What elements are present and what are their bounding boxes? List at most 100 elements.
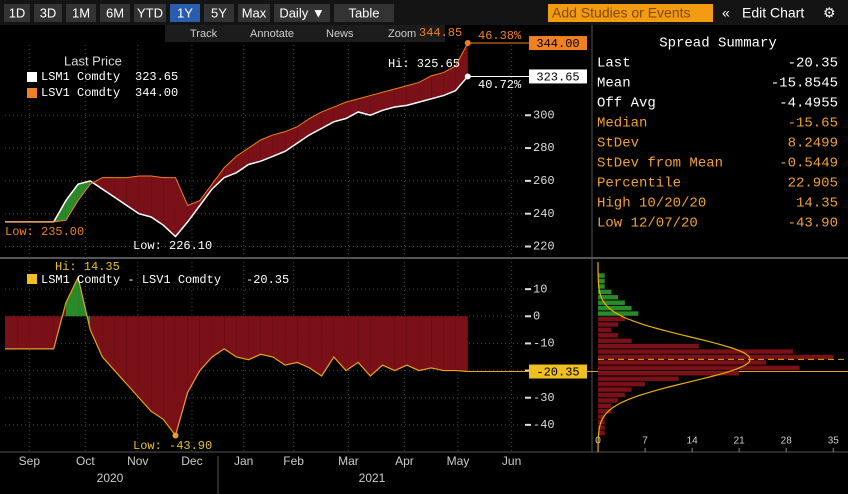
toolbar-button[interactable] xyxy=(134,4,166,22)
histogram-bar xyxy=(598,403,612,409)
spread-fill xyxy=(358,95,371,116)
histogram-bar xyxy=(598,409,612,414)
annotation: Low: 226.10 xyxy=(133,239,212,253)
last-spread-box xyxy=(529,364,587,379)
histogram-bar xyxy=(598,381,646,387)
toolbar-button-label[interactable]: 1Y xyxy=(177,5,193,20)
chart-tool[interactable]: Annotate xyxy=(250,28,294,40)
histogram-bar xyxy=(598,398,619,403)
toolbar-button-label[interactable]: 1M xyxy=(72,5,90,20)
x-tick-label: Jun xyxy=(502,454,521,468)
collapse-button[interactable]: « xyxy=(722,5,730,21)
histogram-bar xyxy=(598,327,612,333)
spread-area xyxy=(382,316,395,371)
chart-tool[interactable]: Track xyxy=(190,28,218,40)
spread-area xyxy=(29,316,42,349)
toolbar-button-label[interactable]: 5Y xyxy=(211,5,227,20)
spread-fill xyxy=(102,177,115,198)
spread-fill xyxy=(382,88,395,111)
summary-label: StDev xyxy=(597,136,639,152)
summary-label: High 10/20/20 xyxy=(597,196,706,212)
chart-tool[interactable]: Zoom xyxy=(388,28,416,40)
histogram-bar xyxy=(598,349,793,354)
spread-fill xyxy=(443,66,456,96)
annotation: Low: -43.90 xyxy=(133,439,212,453)
histogram-bar xyxy=(598,278,605,284)
search-placeholder[interactable]: Add Studies or Events xyxy=(552,5,691,21)
edit-chart-button[interactable]: Edit Chart xyxy=(742,5,804,21)
y-tick-label: -30 xyxy=(533,391,555,405)
summary-value: -15.8545 xyxy=(771,76,838,92)
toolbar-button[interactable] xyxy=(4,4,30,22)
histogram-bar xyxy=(598,343,699,349)
hist-tick-label: 7 xyxy=(642,436,648,447)
spread-area xyxy=(260,316,273,357)
legend-swatch xyxy=(27,274,37,284)
spread-area xyxy=(41,316,54,349)
spread-fill xyxy=(406,82,420,106)
y-tick-label: -10 xyxy=(533,337,555,351)
chart-tools-bar xyxy=(165,25,445,42)
spread-fill xyxy=(455,43,468,91)
toolbar-button[interactable] xyxy=(100,4,130,22)
toolbar-button-label[interactable]: Max xyxy=(242,5,267,20)
toolbar-button-label[interactable]: Daily ▼ xyxy=(279,5,324,20)
legend-value: 344.00 xyxy=(135,86,178,100)
toolbar-button-label[interactable]: 6M xyxy=(106,5,124,20)
histogram-bar xyxy=(598,333,619,338)
summary-label: Low 12/07/20 xyxy=(597,216,698,232)
toolbar-button[interactable] xyxy=(204,4,234,22)
spread-fill xyxy=(151,175,164,226)
x-tick-label: May xyxy=(447,454,470,468)
spread-fill xyxy=(285,126,298,152)
settings-button[interactable]: ⚙ xyxy=(823,5,836,21)
low-point xyxy=(172,432,179,439)
toolbar-button-label[interactable]: YTD xyxy=(137,5,163,20)
chart-tool[interactable]: News xyxy=(326,28,354,40)
price-line xyxy=(5,75,469,238)
histogram-bar xyxy=(598,311,639,316)
summary-value: 22.905 xyxy=(788,176,838,192)
spread-area xyxy=(175,316,188,436)
toolbar-button[interactable] xyxy=(66,4,96,22)
histogram-bar xyxy=(598,360,767,365)
toolbar-button[interactable] xyxy=(238,4,270,22)
spread-area xyxy=(126,316,139,398)
histogram-bar xyxy=(598,365,800,371)
x-tick-label: Apr xyxy=(395,454,414,468)
spread-fill xyxy=(126,175,139,214)
spread-area xyxy=(199,316,213,371)
histogram-bar xyxy=(598,414,605,419)
toolbar-button[interactable] xyxy=(274,4,330,22)
spread-area xyxy=(272,316,286,366)
histogram-bar xyxy=(598,289,612,295)
histogram-bar xyxy=(598,295,619,300)
y-tick-label: 0 xyxy=(533,309,540,323)
spread-area xyxy=(5,316,18,349)
toolbar-button[interactable] xyxy=(170,4,200,22)
search-box[interactable] xyxy=(548,4,713,22)
toolbar-button-label[interactable]: 3D xyxy=(40,5,57,20)
legend-name: LSM1 Comdty - LSV1 Comdty xyxy=(41,273,221,287)
summary-value: 8.2499 xyxy=(788,136,838,152)
spread-area xyxy=(297,316,310,368)
spread-fill xyxy=(175,177,188,237)
spread-area xyxy=(224,316,237,357)
legend-title: Last Price xyxy=(64,53,122,68)
spread-area xyxy=(431,316,444,371)
spread-area xyxy=(90,316,103,357)
spread-area xyxy=(114,316,127,385)
spread-fill xyxy=(333,102,346,122)
legend-name: LSM1 Comdty xyxy=(41,70,120,84)
toolbar-button-label[interactable]: Table xyxy=(348,5,379,20)
spread-fill xyxy=(65,184,79,221)
spread-fill xyxy=(370,92,383,116)
toolbar-button-label[interactable]: 1D xyxy=(9,5,26,20)
histogram-bar xyxy=(598,284,605,289)
toolbar-button[interactable] xyxy=(34,4,62,22)
summary-panel xyxy=(593,25,848,258)
toolbar-button[interactable] xyxy=(334,4,394,22)
year-label: 2020 xyxy=(97,471,124,485)
spread-area xyxy=(236,316,249,360)
